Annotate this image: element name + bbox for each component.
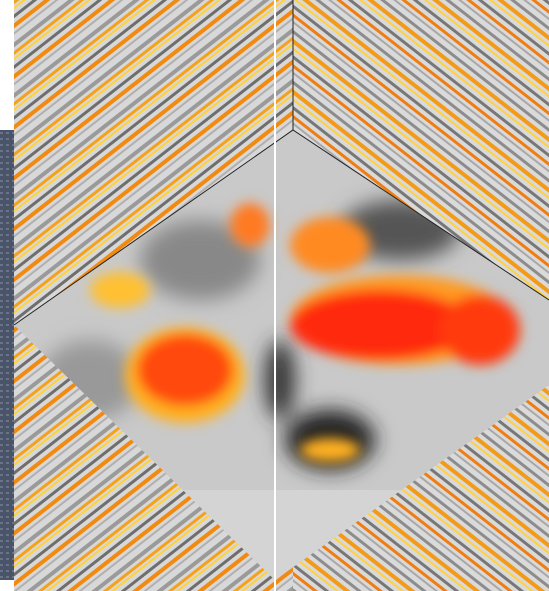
background-strip (0, 130, 16, 580)
page (0, 0, 549, 591)
seismic-cube-view (0, 0, 549, 591)
